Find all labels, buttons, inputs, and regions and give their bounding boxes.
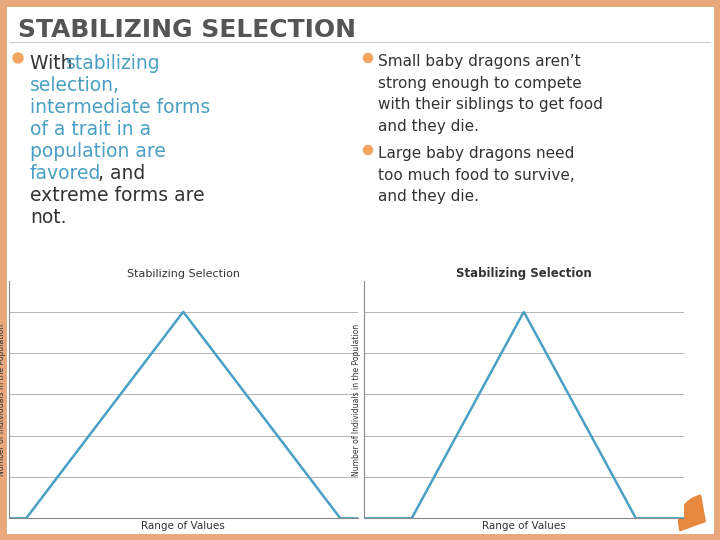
Circle shape (364, 53, 372, 63)
Text: population are: population are (30, 142, 166, 161)
Text: intermediate forms: intermediate forms (30, 98, 210, 117)
Text: With: With (30, 54, 78, 73)
Text: not.: not. (30, 208, 66, 227)
Text: selection,: selection, (30, 76, 120, 95)
Y-axis label: Number of Individuals in the Population: Number of Individuals in the Population (0, 323, 6, 476)
Text: STABILIZING SELECTION: STABILIZING SELECTION (18, 18, 356, 42)
Title: Stabilizing Selection: Stabilizing Selection (456, 267, 592, 280)
Text: , and: , and (98, 164, 145, 183)
Text: of a trait in a: of a trait in a (30, 120, 151, 139)
Text: Small baby dragons aren’t
strong enough to compete
with their siblings to get fo: Small baby dragons aren’t strong enough … (378, 54, 603, 134)
Y-axis label: Number of Individuals in the Population: Number of Individuals in the Population (352, 323, 361, 476)
Title: Stabilizing Selection: Stabilizing Selection (127, 268, 240, 279)
X-axis label: Range of Values: Range of Values (141, 521, 225, 531)
Text: favored: favored (30, 164, 102, 183)
Circle shape (13, 53, 23, 63)
Text: Large baby dragons need
too much food to survive,
and they die.: Large baby dragons need too much food to… (378, 146, 575, 204)
Wedge shape (678, 495, 706, 531)
FancyBboxPatch shape (3, 3, 717, 537)
Circle shape (364, 145, 372, 154)
X-axis label: Range of Values: Range of Values (482, 521, 566, 531)
Text: stabilizing: stabilizing (66, 54, 161, 73)
Text: extreme forms are: extreme forms are (30, 186, 204, 205)
